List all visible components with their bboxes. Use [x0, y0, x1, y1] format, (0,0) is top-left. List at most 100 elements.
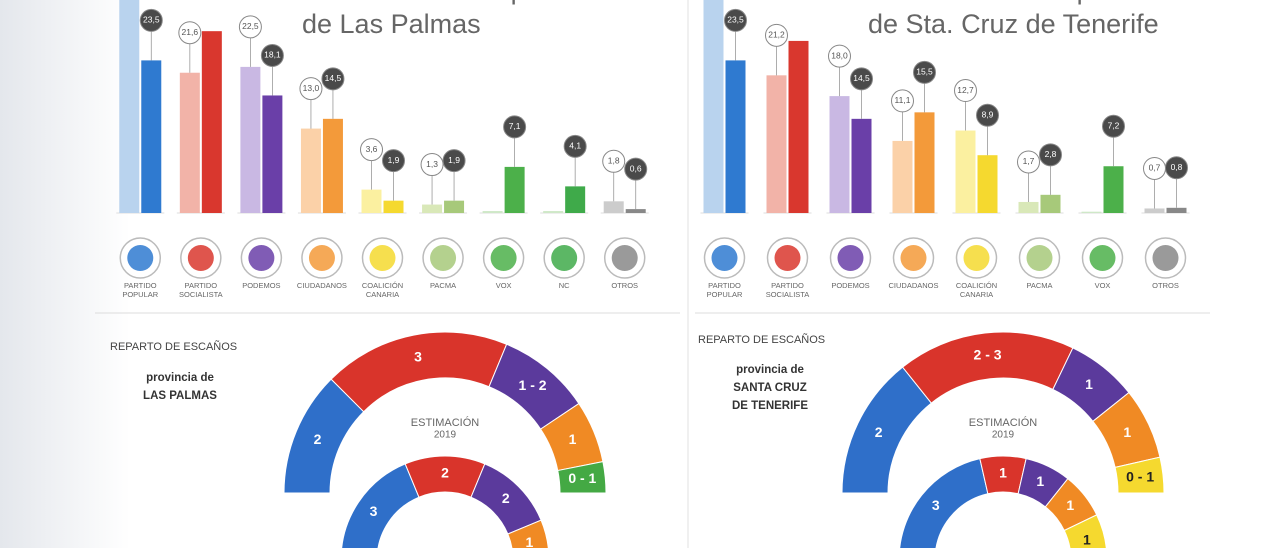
- value-label: 7,2: [1108, 120, 1120, 130]
- category-label: NC: [559, 281, 570, 290]
- value-label-badge: [299, 77, 323, 101]
- party-logo-mark: [1152, 245, 1179, 271]
- chart-title: de Sta. Cruz de Tenerife: [868, 9, 1159, 39]
- seat-label: 1: [999, 465, 1007, 481]
- value-label-badge: [1017, 150, 1040, 174]
- bar: [422, 204, 443, 213]
- bar: [322, 118, 343, 213]
- party-logo-mark: [127, 245, 154, 271]
- bar: [565, 186, 586, 213]
- seat-label: 1: [1085, 376, 1093, 392]
- bar: [444, 200, 465, 213]
- party-logo-mark: [430, 245, 457, 271]
- value-label: 15,5: [916, 67, 933, 77]
- category-label: PACMA: [430, 281, 456, 290]
- value-label: 1,3: [426, 159, 438, 169]
- party-logo-mark: [837, 245, 864, 271]
- seat-segment: [507, 519, 549, 548]
- chart-subtitle: SANTA CRUZ: [733, 382, 806, 394]
- category-label: COALICIÓN CANARIA: [362, 281, 403, 299]
- seat-segment: [341, 463, 420, 548]
- value-label-badge: [503, 115, 527, 139]
- category-label: PODEMOS: [831, 281, 869, 290]
- value-label: 3,6: [366, 144, 378, 154]
- seat-segment: [330, 331, 508, 413]
- seat-segment: [901, 331, 1074, 404]
- bar: [179, 72, 200, 213]
- seat-label: 0 - 1: [568, 470, 596, 486]
- value-label-badge: [1165, 156, 1188, 180]
- value-label-badge: [850, 67, 873, 91]
- value-label: 13,0: [303, 83, 320, 93]
- value-label-badge: [260, 43, 284, 67]
- seat-segment: [1114, 456, 1165, 494]
- seat-segment: [899, 458, 989, 548]
- value-label-badge: [976, 103, 999, 127]
- value-label-badge: [442, 149, 466, 173]
- chart-title: REPARTO DE ESCAÑOS: [110, 340, 237, 353]
- seat-label: 2: [441, 465, 449, 481]
- party-logo-mark: [187, 245, 214, 271]
- category-label: CIUDADANOS: [888, 281, 938, 290]
- bar: [201, 31, 222, 214]
- bar: [300, 128, 321, 213]
- seat-label: 0 - 1: [1126, 468, 1154, 484]
- chart-title: Resultados en la provincia: [868, 0, 1186, 5]
- value-label: 1,7: [1023, 156, 1035, 166]
- value-label-badge: [139, 8, 163, 32]
- value-label: 1,9: [388, 155, 400, 165]
- bar: [955, 130, 976, 213]
- bar: [851, 118, 872, 213]
- value-label-badge: [765, 23, 788, 47]
- bar: [703, 0, 724, 213]
- chart-title: de Las Palmas: [302, 9, 481, 39]
- bar: [977, 155, 998, 213]
- category-label: VOX: [1095, 281, 1111, 290]
- seat-segment: [557, 461, 607, 494]
- chart-title: Resultados en la provincia: [302, 0, 620, 5]
- value-label: 2,8: [1045, 149, 1057, 159]
- ring-label: 2019: [992, 430, 1015, 441]
- seat-label: 3: [370, 503, 378, 519]
- party-logo-mark: [900, 245, 927, 271]
- party-logo-mark: [963, 245, 990, 271]
- value-label: 8,9: [982, 109, 994, 119]
- value-label: 4,1: [569, 141, 581, 151]
- party-logo-mark: [774, 245, 801, 271]
- value-label: 1,9: [448, 155, 460, 165]
- ring-label: ESTIMACIÓN: [969, 416, 1038, 429]
- value-label: 23,5: [727, 15, 744, 25]
- value-label: 18,0: [831, 50, 848, 60]
- party-logo-mark: [551, 245, 578, 271]
- value-label: 22,5: [242, 21, 259, 31]
- value-label: 0,7: [1149, 163, 1161, 173]
- value-label-badge: [1039, 143, 1062, 167]
- value-label-badge: [602, 149, 626, 173]
- value-label: 23,5: [143, 15, 160, 25]
- category-label: PACMA: [1026, 281, 1052, 290]
- bar: [543, 211, 564, 213]
- value-label-badge: [913, 60, 936, 84]
- category-label: PARTIDO SOCIALISTA: [766, 281, 810, 299]
- ring-label: ESTIMACIÓN: [411, 416, 480, 429]
- seat-label: 1: [1066, 497, 1074, 513]
- bar: [766, 75, 787, 213]
- value-label: 14,5: [853, 73, 870, 83]
- bar: [788, 40, 809, 213]
- seat-label: 2: [502, 490, 510, 506]
- bar: [1040, 194, 1061, 213]
- category-label: COALICIÓN CANARIA: [956, 281, 997, 299]
- party-logo-mark: [1026, 245, 1053, 271]
- value-label-badge: [563, 134, 587, 158]
- value-label-badge: [828, 44, 851, 68]
- bar: [829, 96, 850, 213]
- chart-subtitle: LAS PALMAS: [143, 390, 217, 402]
- seat-label: 3: [932, 497, 940, 513]
- value-label: 21,2: [768, 30, 785, 40]
- seat-label: 2: [314, 431, 322, 447]
- bar: [1166, 207, 1187, 213]
- value-label: 21,6: [182, 27, 199, 37]
- bar: [119, 0, 140, 213]
- bar: [240, 66, 261, 213]
- party-logo-mark: [369, 245, 396, 271]
